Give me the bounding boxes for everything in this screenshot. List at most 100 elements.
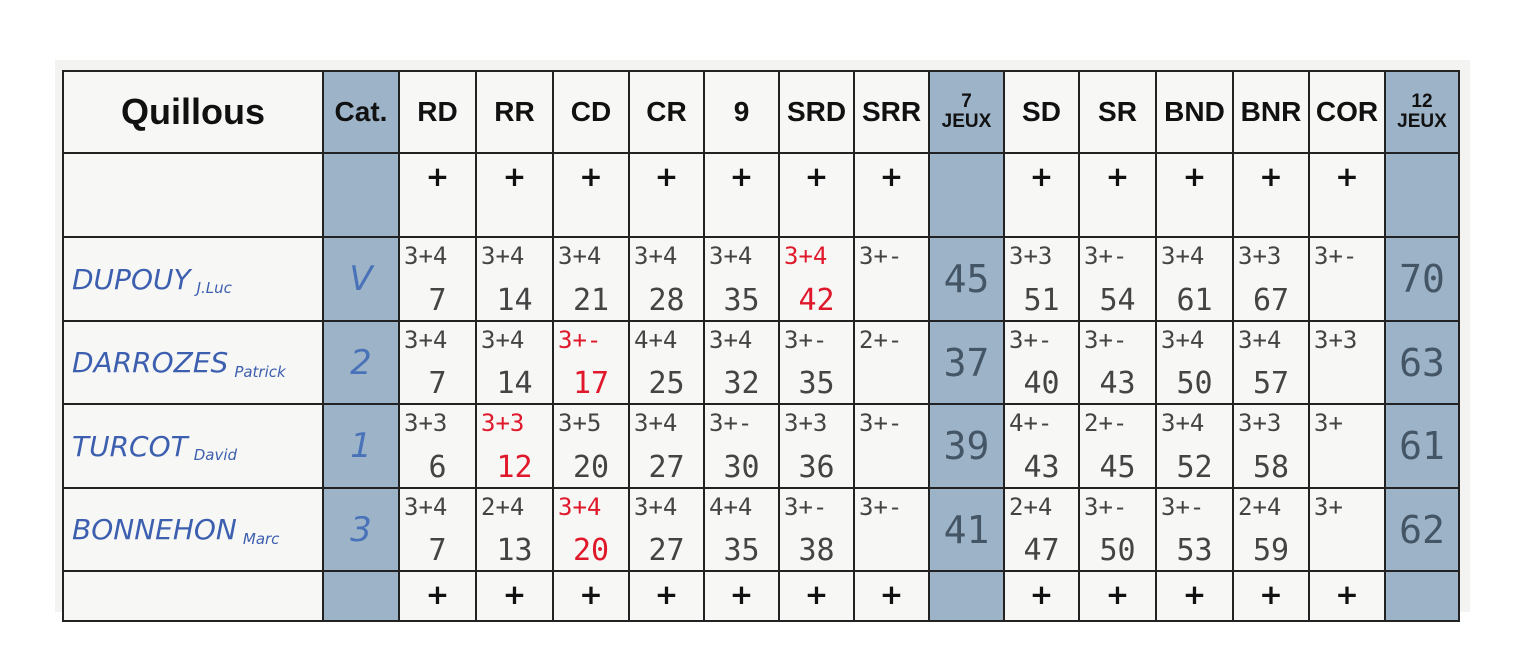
- column-label: COR: [1315, 96, 1379, 127]
- throws: 3+4: [634, 493, 678, 521]
- column-header: CD: [552, 70, 630, 154]
- category: 2: [322, 320, 400, 405]
- throws: 3+4: [404, 493, 448, 521]
- column-label: RD: [417, 96, 458, 127]
- column-label: BND: [1164, 96, 1225, 127]
- throws: 3+4: [558, 493, 602, 521]
- column-header: RR: [475, 70, 554, 154]
- score-cell: 3+3 6: [398, 403, 477, 489]
- column-header: SD: [1003, 70, 1080, 154]
- cumulative: 20: [572, 450, 610, 485]
- throws: 3+-: [558, 326, 602, 354]
- score-cell: 3+- 43: [1078, 320, 1157, 405]
- total: 62: [1384, 487, 1460, 572]
- throws: 4+4: [709, 493, 753, 521]
- plus-cell: +: [398, 570, 477, 622]
- plus-cell: +: [853, 570, 930, 622]
- cumulative: 30: [723, 450, 760, 485]
- first-name: David: [193, 446, 238, 464]
- throws: 3+4: [558, 242, 602, 270]
- total: 41: [928, 487, 1005, 572]
- score-cell: 3+-: [1308, 236, 1386, 322]
- score-cell: 3+3: [1308, 320, 1386, 405]
- score-cell: 3+- 17: [552, 320, 630, 405]
- cumulative: 12: [496, 450, 533, 485]
- cumulative: 43: [1023, 450, 1060, 485]
- throws: 2+4: [1238, 493, 1282, 521]
- empty-cell: [928, 570, 1005, 622]
- plus-cell: +: [703, 152, 780, 238]
- score-cell: 3+4 20: [552, 487, 630, 572]
- throws: 3+-: [784, 326, 828, 354]
- cumulative: 52: [1176, 450, 1213, 485]
- cumulative: 17: [572, 366, 610, 401]
- score-cell: 3+4 32: [703, 320, 780, 405]
- score-cell: 3+4 7: [398, 320, 477, 405]
- first-name: J.Luc: [196, 279, 232, 297]
- plus-cell: +: [398, 152, 477, 238]
- empty-cell: [928, 152, 1005, 238]
- total: 45: [928, 236, 1005, 322]
- cumulative: 35: [798, 366, 835, 401]
- score-cell: 3+4 7: [398, 236, 477, 322]
- cumulative: 32: [723, 366, 760, 401]
- throws: 2+-: [859, 326, 903, 354]
- column-label: SRR: [861, 96, 922, 127]
- score-cell: 3+3 12: [475, 403, 554, 489]
- column-label: CR: [646, 96, 687, 127]
- throws: 3+5: [558, 409, 602, 437]
- score-cell: 3+- 50: [1078, 487, 1157, 572]
- cumulative: 7: [428, 366, 447, 401]
- score-cell: 3+- 35: [778, 320, 855, 405]
- total: 37: [928, 320, 1005, 405]
- score-cell: 3+- 53: [1155, 487, 1234, 572]
- throws: 3+-: [1084, 242, 1128, 270]
- score-cell: 3+4 28: [628, 236, 705, 322]
- throws: 2+4: [481, 493, 525, 521]
- first-name: Marc: [242, 529, 280, 548]
- cumulative: 28: [648, 283, 685, 318]
- score-cell: 3+4 61: [1155, 236, 1234, 322]
- cumulative: 61: [1176, 283, 1213, 318]
- score-cell: 3+4 42: [778, 236, 855, 322]
- total: 61: [1384, 403, 1460, 489]
- column-label: 7 JEUX: [941, 91, 992, 132]
- cumulative: 51: [1023, 283, 1060, 318]
- column-header: SR: [1078, 70, 1157, 154]
- column-label: CD: [570, 96, 612, 127]
- column-header: RD: [398, 70, 477, 154]
- throws: 3+-: [1084, 493, 1128, 521]
- throws: 3+-: [859, 493, 903, 521]
- player-name: DARROZES Patrick: [62, 320, 324, 405]
- cumulative: 43: [1099, 366, 1136, 401]
- cumulative: 13: [496, 533, 533, 568]
- column-label: 9: [733, 96, 750, 127]
- cumulative: 53: [1176, 533, 1213, 568]
- throws: 2+4: [1009, 493, 1053, 521]
- empty-cell: [62, 152, 324, 238]
- throws: 3+3: [784, 409, 828, 437]
- score-cell: 2+-: [853, 320, 930, 405]
- throws: 3+-: [1084, 326, 1128, 354]
- cumulative: 42: [798, 283, 835, 318]
- whiteboard: Quillous Cat. RD RR CD CR 9 SRD SRR 7 JEUX SD SR BND…: [55, 60, 1470, 622]
- column-header: SRD: [778, 70, 855, 154]
- score-cell: 3+- 54: [1078, 236, 1157, 322]
- column-header: 12 JEUX: [1384, 70, 1460, 154]
- column-label: SD: [1022, 96, 1061, 127]
- cumulative: 6: [428, 450, 447, 485]
- throws: 3+: [1314, 409, 1343, 437]
- empty-cell: [62, 570, 324, 622]
- score-cell: 2+- 45: [1078, 403, 1157, 489]
- column-header: SRR: [853, 70, 930, 154]
- throws: 3+3: [1314, 326, 1358, 354]
- score-cell: 3+: [1308, 487, 1386, 572]
- score-cell: 2+4 13: [475, 487, 554, 572]
- cumulative: 27: [648, 533, 685, 568]
- throws: 3+-: [1314, 242, 1358, 270]
- empty-cell: [1384, 570, 1460, 622]
- category: 1: [322, 403, 400, 489]
- plus-cell: +: [1232, 152, 1310, 238]
- score-cell: 2+4 47: [1003, 487, 1080, 572]
